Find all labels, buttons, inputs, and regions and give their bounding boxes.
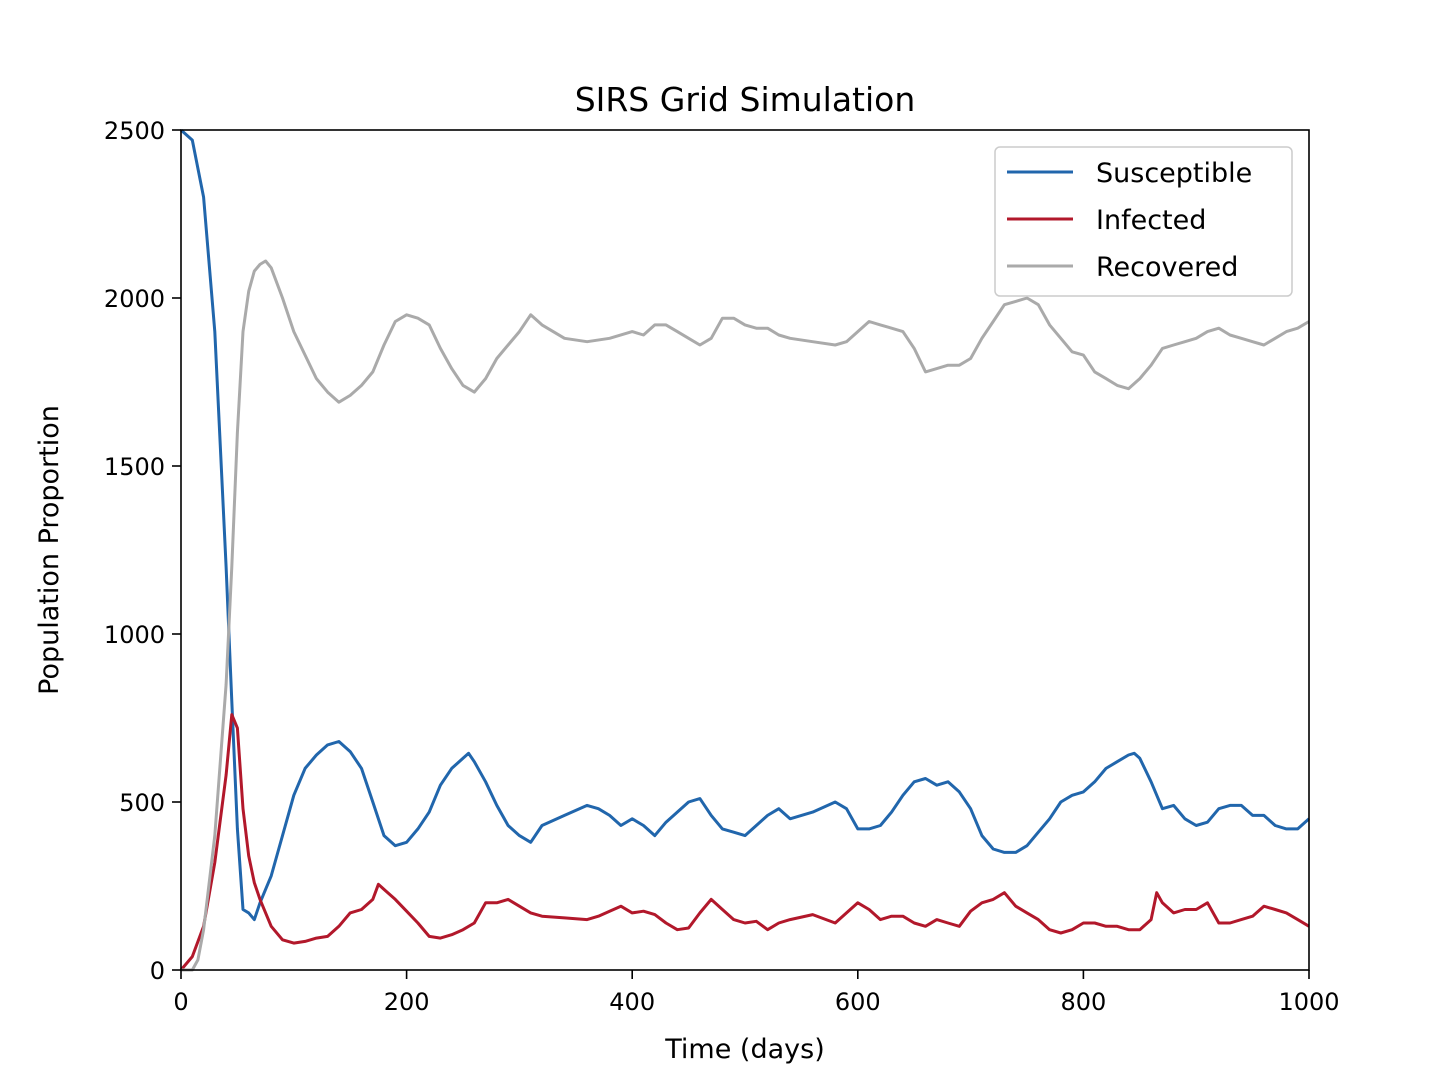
x-tick-label: 200 <box>384 988 430 1016</box>
y-axis-ticks: 0 500 1000 1500 2000 2500 <box>104 117 181 985</box>
x-tick-label: 0 <box>173 988 188 1016</box>
y-tick-label: 0 <box>150 957 165 985</box>
plot-frame <box>180 129 1310 971</box>
y-tick-label: 2500 <box>104 117 165 145</box>
legend-box <box>994 146 1293 297</box>
y-tick-label: 1500 <box>104 453 165 481</box>
x-tick-label: 600 <box>835 988 881 1016</box>
legend: Susceptible Infected Recovered <box>994 146 1293 297</box>
legend-label-recovered: Recovered <box>1096 252 1238 283</box>
chart-title: SIRS Grid Simulation <box>575 80 916 119</box>
series-line-recovered <box>181 259 1310 972</box>
y-axis-label: Population Proportion <box>34 405 65 695</box>
series-line-infected <box>179 713 1310 971</box>
y-tick-label: 1000 <box>104 621 165 649</box>
x-tick-label: 400 <box>609 988 655 1016</box>
x-axis-label: Time (days) <box>664 1034 824 1065</box>
legend-label-infected: Infected <box>1096 205 1206 236</box>
series-line-susceptible <box>180 128 1310 922</box>
x-tick-label: 1000 <box>1278 988 1339 1016</box>
x-axis-ticks: 0 200 400 600 800 1000 <box>173 970 1340 1016</box>
y-tick-label: 500 <box>119 789 165 817</box>
x-tick-label: 800 <box>1060 988 1106 1016</box>
legend-label-susceptible: Susceptible <box>1096 158 1252 189</box>
y-tick-label: 2000 <box>104 285 165 313</box>
plot-lines <box>179 128 1310 972</box>
